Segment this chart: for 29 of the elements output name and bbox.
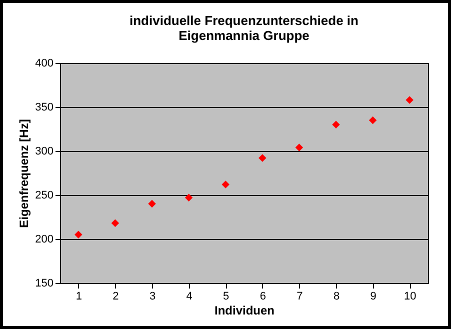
x-tick-label: 9: [370, 290, 376, 302]
point: [258, 154, 266, 162]
y-axis-title: Eigenfrequenz [Hz]: [17, 119, 32, 228]
chart-title: individuelle Frequenzunterschiede in Eigenmannia Gruppe: [130, 13, 359, 43]
y-tick-label: 250: [35, 190, 54, 202]
point: [222, 180, 230, 188]
point: [295, 144, 304, 152]
x-axis-title: Individuen: [214, 304, 274, 318]
y-tick-label: 400: [35, 58, 54, 70]
x-tick-label: 6: [260, 290, 266, 302]
point: [111, 219, 120, 228]
point: [74, 230, 82, 238]
y-tick-label: 200: [35, 234, 54, 246]
x-tick-label: 4: [186, 290, 192, 302]
point: [406, 96, 414, 104]
point: [368, 116, 377, 124]
point: [184, 194, 193, 202]
point: [148, 200, 156, 208]
x-tick-label: 3: [149, 290, 156, 302]
x-tick-label: 8: [333, 290, 340, 302]
y-tick-label: 350: [35, 102, 54, 114]
x-tick-label: 1: [76, 290, 82, 302]
x-tick-label: 10: [404, 290, 416, 302]
x-tick-label: 5: [223, 290, 230, 302]
y-tick-label: 150: [35, 278, 54, 290]
x-tick-label: 2: [112, 290, 119, 302]
y-tick-label: 300: [35, 146, 54, 158]
x-tick-label: 7: [296, 290, 303, 302]
point: [332, 120, 340, 128]
